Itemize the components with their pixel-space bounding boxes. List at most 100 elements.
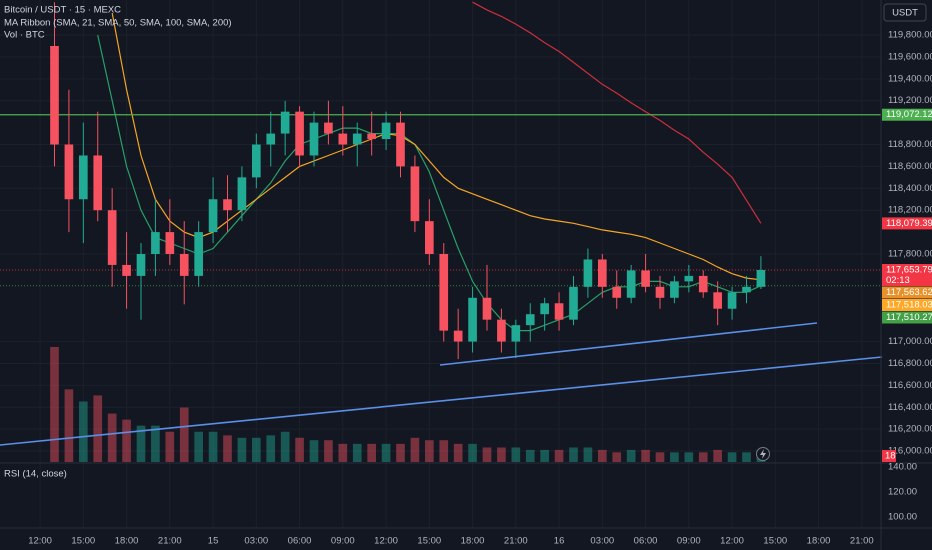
y-tick-label: 116,000.00 [888,446,932,457]
volume-bar [151,425,160,462]
candle-body [742,286,751,293]
candle-body [122,264,131,276]
volume-bar [641,449,650,462]
x-tick-label: 03:00 [244,536,268,547]
candle-body [136,253,146,276]
candle-body [179,253,189,276]
volume-bar [237,437,247,462]
volume-bar [208,431,218,462]
y-tick-label: 117,000.00 [888,336,932,347]
volume-layer [50,347,766,462]
indicator-label: MA Ribbon (SMA, 21, SMA, 50, SMA, 100, S… [4,18,232,29]
candle-body [425,221,434,254]
grid [0,0,881,528]
volume-bar [670,452,679,462]
candle-body [309,122,319,156]
volume-bar [280,431,290,462]
candle-body [50,45,59,145]
volume-bar [93,395,103,462]
volume-bar [266,435,276,462]
y-tick-label: 118,800.00 [888,139,932,150]
candle-body [756,269,766,287]
candle-body [151,232,160,254]
rsi-tick-label: 100.00 [888,512,917,523]
volume-bar [396,443,405,462]
price-badge [882,263,932,286]
currency-button[interactable] [883,3,927,22]
volume-bar [598,449,607,462]
volume-bar [410,437,420,462]
volume-bar [655,452,665,462]
volume-bar [612,452,622,462]
x-tick-label: 06:00 [634,536,658,547]
volume-bar [64,389,74,462]
candle-body [324,122,333,134]
y-tick-label: 119,200.00 [888,95,932,106]
x-tick-label: 09:00 [677,536,701,547]
x-tick-label: 15:00 [417,536,441,547]
candle-body [223,199,232,211]
price-badge-label: 117,653.79 [886,265,932,276]
candle-body [482,297,492,320]
y-tick-label: 116,600.00 [888,380,932,391]
candle-body [497,319,506,342]
rsi-tick-label: 140.00 [888,462,917,473]
candle-body [93,155,103,211]
price-badge-label: 117,510.27 [886,312,932,323]
x-tick-label: 12:00 [720,536,744,547]
x-tick-label: 18:00 [807,536,831,547]
x-tick-label: 15:00 [71,536,95,547]
trend-line [439,322,818,366]
volume-bar [439,440,449,462]
volume-bar [252,437,261,462]
rsi-label: RSI (14, close) [4,469,67,480]
candle-body [670,281,679,298]
x-tick-label: 06:00 [288,536,312,547]
moving-average [472,1,762,224]
volume-bar [468,443,477,462]
candle-body [107,210,117,265]
candle-body [396,122,405,167]
y-tick-label: 119,400.00 [888,73,932,84]
y-tick-label: 118,200.00 [888,205,932,216]
candle-body [280,111,290,134]
candle-body [641,270,650,287]
candle-body [540,303,549,315]
volume-bar [497,447,506,462]
y-tick-label: 116,800.00 [888,358,932,369]
volume-bar [453,443,463,462]
x-tick-label: 15 [208,536,219,547]
volume-bar [367,443,376,462]
candle-body [612,286,622,298]
candle-body [381,122,391,140]
axis-layer: 119,800.00 119,600.00 119,400.00 119,200.00… [28,30,932,547]
volume-bar [554,449,564,462]
y-tick-label: 118,400.00 [888,183,932,194]
volume-bar [626,449,636,462]
volume-bar [511,447,521,462]
candle-body [410,166,420,222]
volume-bar [684,452,694,462]
x-tick-label: 18:00 [115,536,139,547]
trend-line [0,356,883,446]
price-badge [882,217,932,230]
volume-badge-label: 18 [885,451,896,462]
candle-body [727,292,737,309]
candle-body [352,133,362,145]
candle-body [338,133,348,145]
candle-body [713,292,722,309]
volume-bar [569,447,578,462]
volume-badge [882,450,896,462]
candle-body [684,275,694,282]
volume-bar [425,440,434,462]
candle-body [194,232,203,276]
price-badge-label: 118,079.39 [886,218,932,229]
volume-bar [194,431,203,462]
x-tick-label: 03:00 [590,536,614,547]
candle-body [208,199,218,233]
volume-bar [713,449,722,462]
volume-bar [136,425,146,462]
volume-bar [79,401,88,462]
y-tick-label: 116,400.00 [888,402,932,413]
